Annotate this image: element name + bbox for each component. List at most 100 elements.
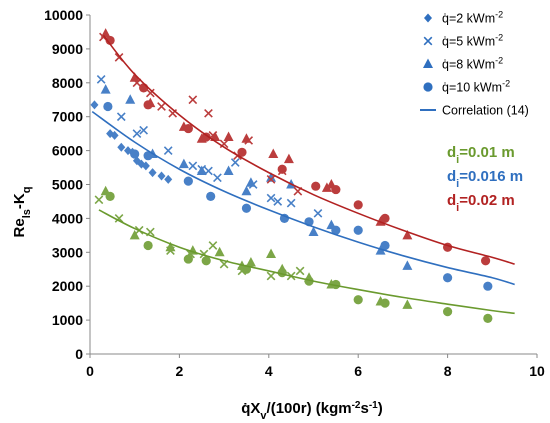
- y-axis-title: Rels-Kq: [11, 187, 33, 238]
- y-tick-label: 9000: [52, 41, 83, 57]
- data-point-diamond: [148, 168, 157, 178]
- legend-marker-cross: [423, 36, 433, 46]
- data-point-cross: [96, 75, 106, 84]
- correlation-curve: [102, 34, 515, 265]
- data-point-triangle: [210, 131, 221, 142]
- data-point-cross: [266, 193, 276, 203]
- data-point-cross: [266, 175, 276, 184]
- y-tick-label: 10000: [44, 7, 83, 23]
- x-tick-label: 8: [444, 363, 452, 379]
- y-tick-label: 6000: [52, 143, 83, 159]
- data-point-circle: [143, 100, 153, 110]
- legend-label: q̇=8 kWm-2: [442, 56, 503, 72]
- x-axis-title: q̇Xv/(100r) (kgm-2s-1): [241, 400, 382, 423]
- data-point-cross: [295, 266, 305, 276]
- data-point-triangle: [223, 131, 234, 142]
- x-tick-labels: 0 2 4 6 8 10: [86, 363, 545, 379]
- y-tick-label: 8000: [52, 75, 83, 91]
- data-point-triangle: [100, 84, 111, 94]
- series-group: [99, 28, 515, 266]
- legend-marker-triangle: [423, 58, 433, 68]
- data-point-triangle: [100, 28, 111, 38]
- data-point-circle: [183, 254, 193, 264]
- data-point-cross: [132, 129, 142, 139]
- data-point-circle: [480, 256, 491, 266]
- data-point-cross: [266, 271, 276, 281]
- data-point-triangle: [266, 172, 277, 182]
- data-point-circle: [331, 184, 341, 195]
- data-point-cross: [116, 112, 126, 122]
- data-point-circle: [331, 279, 341, 290]
- y-tick-label: 3000: [52, 244, 83, 260]
- data-point-circle: [103, 101, 113, 112]
- data-point-circle: [483, 313, 493, 324]
- plot-area: [90, 28, 515, 324]
- data-point-circle: [443, 273, 453, 283]
- data-point-cross: [273, 197, 283, 206]
- data-point-circle: [237, 147, 247, 157]
- data-point-diamond: [141, 161, 150, 171]
- data-point-circle: [201, 256, 211, 266]
- data-point-triangle: [129, 72, 140, 82]
- data-point-cross: [139, 125, 149, 135]
- data-point-triangle: [129, 229, 140, 240]
- data-point-circle: [443, 307, 453, 317]
- data-point-circle: [353, 225, 363, 235]
- data-point-cross: [208, 241, 218, 250]
- data-point-triangle: [402, 229, 413, 240]
- data-point-triangle: [178, 158, 189, 169]
- data-point-cross: [213, 173, 222, 183]
- data-point-circle: [201, 132, 211, 142]
- correlation-curve: [98, 209, 515, 315]
- data-point-triangle: [402, 260, 413, 270]
- data-point-circle: [241, 203, 252, 213]
- data-point-triangle: [321, 182, 332, 192]
- x-tick-label: 0: [86, 363, 94, 379]
- y-tick-label: 5000: [52, 177, 83, 193]
- data-point-circle: [183, 176, 193, 186]
- data-point-diamond: [164, 174, 173, 184]
- diameter-label: di=0.02 m: [447, 192, 515, 214]
- data-point-circle: [183, 123, 193, 134]
- x-tick-label: 2: [176, 363, 184, 379]
- data-point-cross: [204, 108, 213, 118]
- data-point-circle: [143, 151, 153, 161]
- data-point-circle: [311, 181, 321, 191]
- y-tick-label: 2000: [52, 278, 83, 294]
- legend-label: q̇=5 kWm-2: [442, 33, 503, 49]
- data-point-circle: [277, 164, 287, 174]
- y-tick-label: 7000: [52, 109, 83, 125]
- data-point-circle: [139, 83, 149, 93]
- y-tick-labels: 0 1000 2000 3000 4000 5000 6000 7000 8000 9000 100…: [44, 7, 83, 362]
- correlation-curve: [91, 110, 515, 286]
- x-tick-label: 6: [354, 363, 362, 379]
- data-point-circle: [105, 35, 115, 46]
- axes: [86, 14, 538, 358]
- data-point-circle: [483, 281, 493, 291]
- data-point-cross: [114, 214, 124, 223]
- y-tick-label: 1000: [52, 312, 83, 328]
- data-point-circle: [143, 240, 153, 251]
- data-point-circle: [380, 213, 390, 223]
- data-point-diamond: [110, 130, 119, 140]
- data-point-triangle: [241, 185, 252, 196]
- data-point-triangle: [245, 177, 256, 187]
- data-point-triangle: [308, 226, 319, 236]
- legend-marker-diamond: [424, 13, 432, 23]
- data-point-triangle: [283, 153, 294, 164]
- data-point-cross: [188, 161, 198, 171]
- data-point-triangle: [402, 299, 413, 309]
- data-point-cross: [313, 208, 323, 218]
- diameter-label: di=0.01 m: [447, 144, 515, 166]
- legend-label: q̇=2 kWm-2: [442, 10, 503, 26]
- data-point-diamond: [90, 100, 99, 110]
- data-point-cross: [286, 198, 296, 208]
- data-point-circle: [380, 298, 390, 308]
- data-point-circle: [105, 191, 115, 201]
- data-point-triangle: [196, 165, 207, 175]
- legend-marker-circle: [423, 82, 433, 92]
- diameter-label: di=0.016 m: [447, 168, 523, 190]
- data-point-diamond: [157, 171, 166, 181]
- legend: q̇=2 kWm-2 q̇=5 kWm-2 q̇=8 kWm-2 q̇=10 kWm-…: [420, 10, 529, 118]
